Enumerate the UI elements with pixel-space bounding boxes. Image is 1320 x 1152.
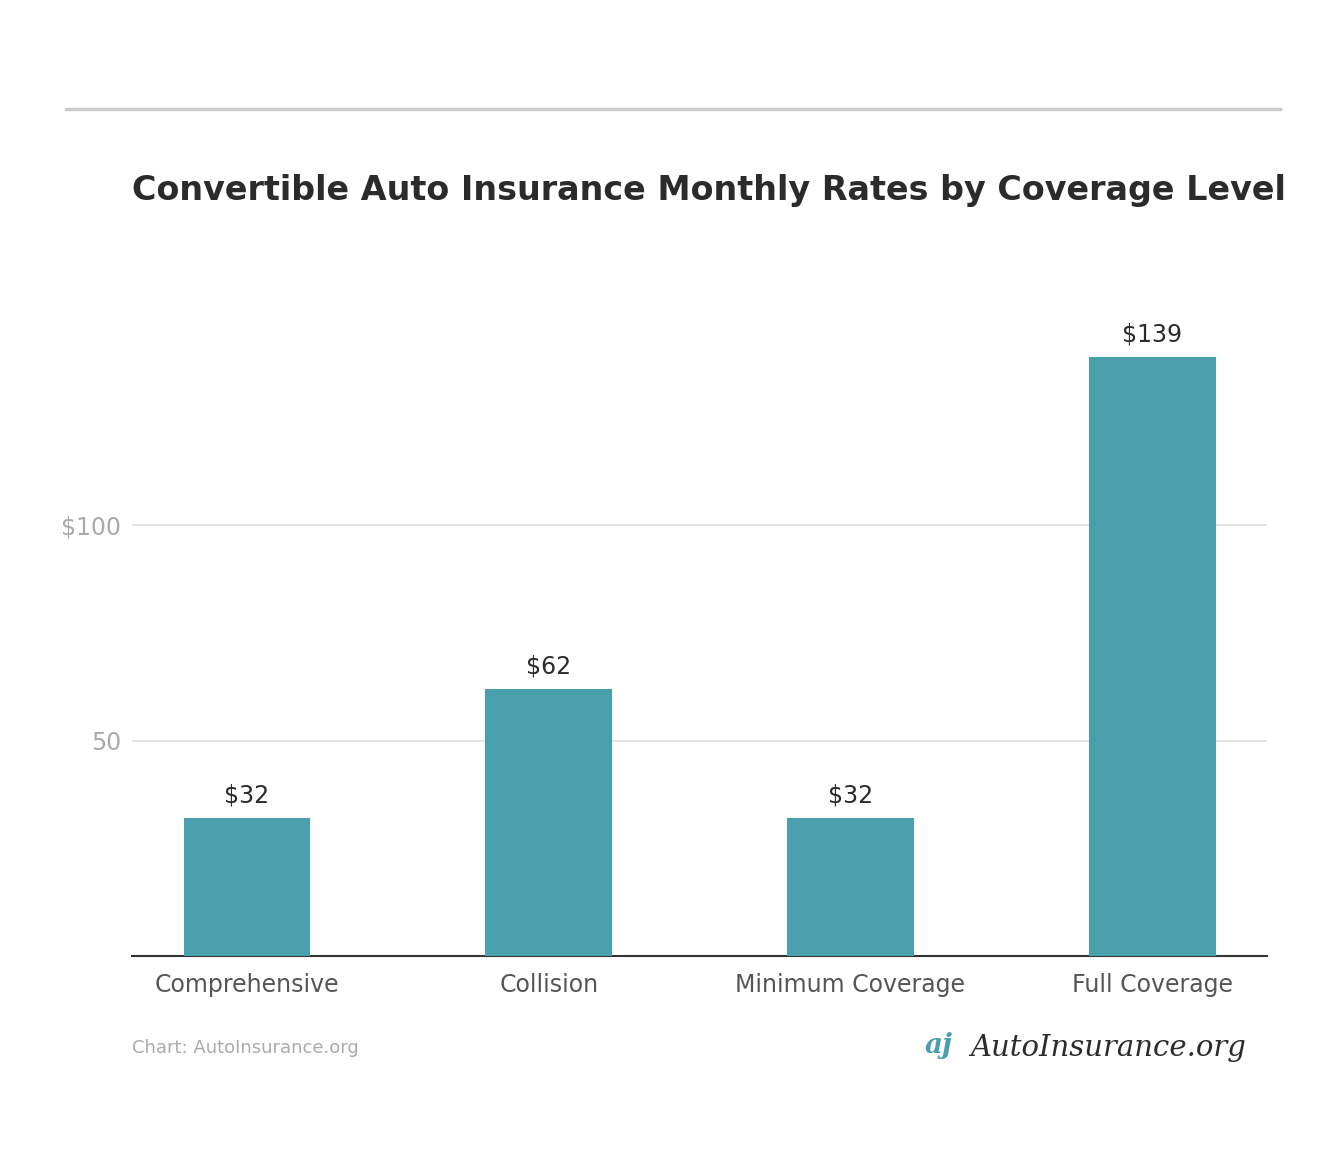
Text: $139: $139 [1122,323,1183,347]
Text: AutoInsurance.org: AutoInsurance.org [970,1034,1246,1062]
Text: $32: $32 [224,783,269,808]
Text: Chart: AutoInsurance.org: Chart: AutoInsurance.org [132,1039,359,1058]
Bar [1089,357,1216,956]
Text: $62: $62 [527,654,572,679]
Bar [787,818,913,956]
Bar [183,818,310,956]
Text: aj: aj [924,1032,953,1059]
Bar [486,689,612,956]
Text: Convertible Auto Insurance Monthly Rates by Coverage Level: Convertible Auto Insurance Monthly Rates… [132,174,1286,207]
Text: $32: $32 [828,783,873,808]
